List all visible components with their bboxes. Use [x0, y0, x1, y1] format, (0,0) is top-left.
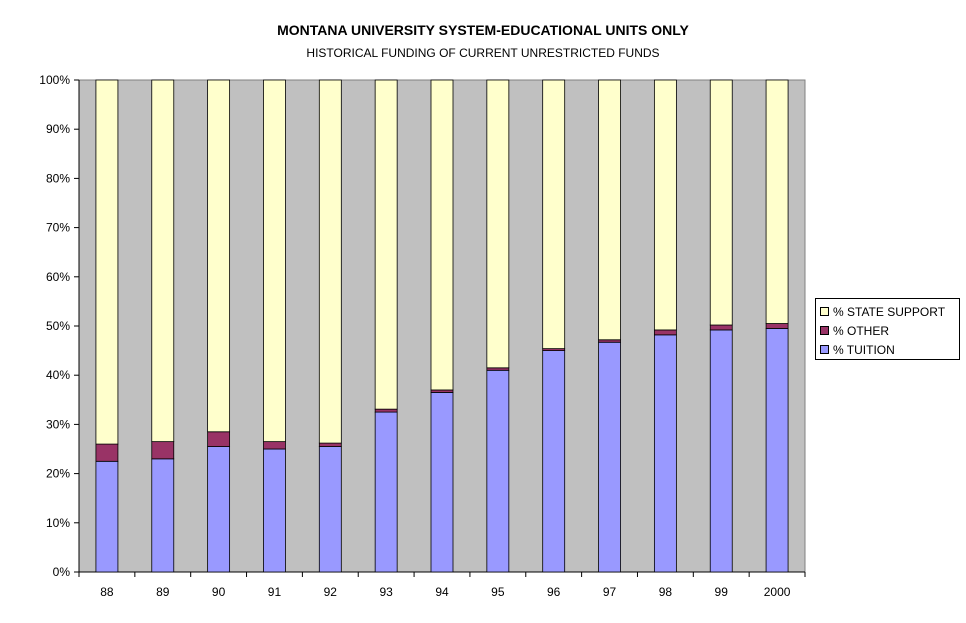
y-tick-label: 90% — [46, 122, 70, 136]
legend-swatch-state-support — [820, 307, 829, 316]
y-tick-label: 80% — [46, 171, 70, 185]
bar-state-support-91 — [263, 79, 286, 443]
bar-tuition-94 — [430, 392, 454, 573]
bar-tuition-98 — [653, 334, 677, 573]
y-tick-label: 40% — [46, 368, 70, 382]
legend-swatch-tuition — [820, 345, 829, 354]
x-tick-label: 88 — [100, 585, 114, 599]
chart-title: MONTANA UNIVERSITY SYSTEM-EDUCATIONAL UN… — [277, 22, 689, 38]
bar-state-support-96 — [542, 79, 566, 350]
bar-state-support-98 — [653, 79, 677, 331]
bar-state-support-89 — [151, 79, 175, 443]
legend-label-state-support: % STATE SUPPORT — [833, 304, 946, 319]
x-tick-label: 96 — [547, 585, 561, 599]
x-tick-label: 94 — [435, 585, 449, 599]
legend-label-tuition: % TUITION — [833, 342, 895, 357]
bar-tuition-88 — [95, 460, 119, 573]
bar-state-support-95 — [486, 79, 510, 369]
legend-label-other: % OTHER — [833, 323, 890, 338]
bar-state-support-90 — [207, 79, 231, 433]
bar-other-90 — [207, 431, 231, 447]
bar-state-support-88 — [95, 79, 119, 445]
y-tick-label: 20% — [46, 467, 70, 481]
x-tick-label: 99 — [715, 585, 729, 599]
y-tick-label: 50% — [46, 319, 70, 333]
chart-legend: % STATE SUPPORT % OTHER % TUITION — [815, 298, 960, 360]
bar-tuition-95 — [486, 369, 510, 573]
x-tick-label: 90 — [212, 585, 226, 599]
bar-state-support-97 — [598, 79, 621, 341]
y-tick-label: 30% — [46, 417, 70, 431]
bar-tuition-2000 — [765, 328, 789, 573]
bar-tuition-89 — [151, 458, 175, 573]
bar-other-89 — [151, 441, 175, 460]
y-tick-label: 100% — [39, 73, 70, 87]
x-tick-label: 89 — [156, 585, 170, 599]
legend-item-tuition: % TUITION — [820, 340, 959, 359]
legend-swatch-other — [820, 326, 829, 335]
bar-other-88 — [95, 443, 119, 462]
bar-other-2000 — [765, 323, 789, 329]
bar-tuition-97 — [598, 341, 621, 573]
y-tick-label: 0% — [53, 565, 71, 579]
y-tick-label: 10% — [46, 516, 70, 530]
x-tick-label: 95 — [491, 585, 505, 599]
bar-tuition-99 — [709, 329, 733, 573]
y-tick-label: 60% — [46, 270, 70, 284]
x-tick-label: 97 — [603, 585, 617, 599]
x-tick-label: 98 — [659, 585, 673, 599]
bar-other-98 — [653, 329, 677, 336]
bar-state-support-2000 — [765, 79, 789, 324]
x-tick-label: 2000 — [764, 585, 791, 599]
x-tick-label: 93 — [379, 585, 393, 599]
y-tick-label: 70% — [46, 221, 70, 235]
bar-state-support-93 — [374, 79, 398, 410]
x-tick-label: 91 — [268, 585, 282, 599]
x-tick-label: 92 — [324, 585, 338, 599]
bar-tuition-93 — [374, 411, 398, 573]
bar-state-support-94 — [430, 79, 454, 391]
bar-tuition-96 — [542, 350, 566, 573]
bar-other-92 — [318, 442, 342, 447]
bar-other-93 — [374, 408, 398, 413]
bar-other-91 — [263, 441, 286, 450]
legend-item-state-support: % STATE SUPPORT — [820, 302, 959, 321]
chart-subtitle: HISTORICAL FUNDING OF CURRENT UNRESTRICT… — [306, 46, 660, 60]
bar-tuition-92 — [318, 446, 342, 573]
bar-tuition-91 — [263, 448, 286, 573]
legend-item-other: % OTHER — [820, 321, 959, 340]
bar-other-99 — [709, 324, 733, 331]
bar-state-support-92 — [318, 79, 342, 444]
bar-tuition-90 — [207, 446, 231, 573]
bar-state-support-99 — [709, 79, 733, 326]
